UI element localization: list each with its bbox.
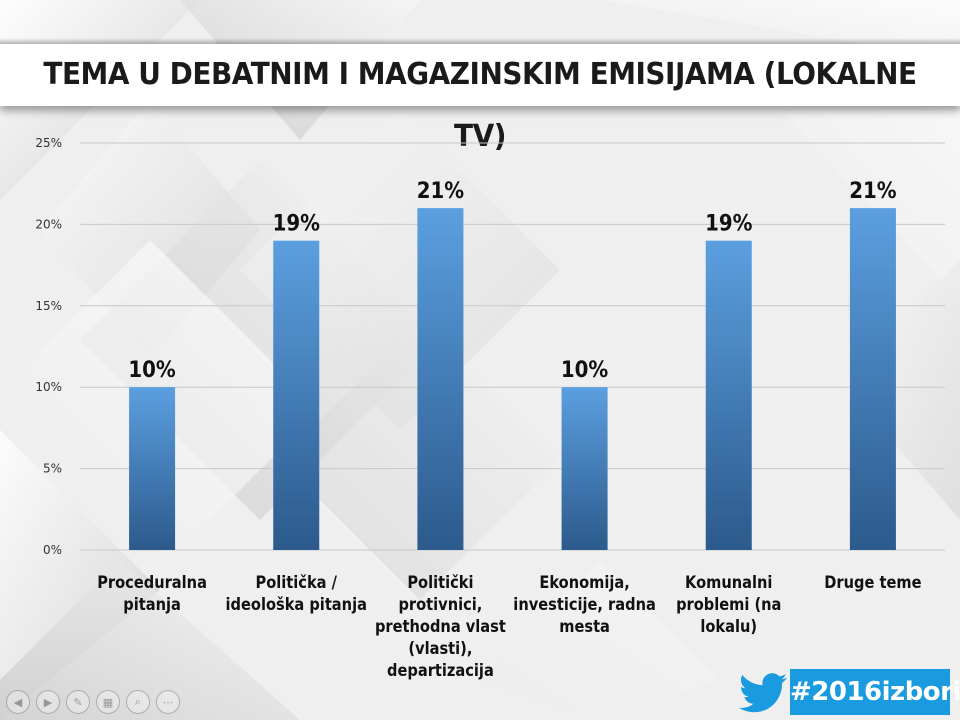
brand-badge: #2016izbori — [730, 669, 960, 715]
x-category-label: Druge teme — [824, 572, 921, 592]
x-category-label: pitanja — [123, 594, 181, 614]
y-tick-label: 0% — [43, 543, 62, 557]
x-category-label: Politička / — [256, 572, 338, 592]
x-category-label: mesta — [559, 616, 610, 636]
data-label: 19% — [273, 211, 320, 236]
data-label: 10% — [561, 357, 608, 382]
x-category-label: (vlasti), — [408, 638, 472, 658]
chart-title: TEMA U DEBATNIM I MAGAZINSKIM EMISIJAMA … — [43, 57, 917, 154]
bar — [849, 208, 896, 550]
prev-icon[interactable]: ◀ — [6, 690, 30, 714]
x-category-label: Proceduralna — [97, 572, 207, 592]
bar — [273, 240, 320, 550]
x-category-label: departizacija — [387, 660, 494, 680]
slides-icon[interactable]: ▦ — [96, 690, 120, 714]
title-bar: TEMA U DEBATNIM I MAGAZINSKIM EMISIJAMA … — [0, 38, 960, 154]
x-category-label: Komunalni — [685, 572, 772, 592]
data-label: 10% — [128, 357, 175, 382]
data-label: 19% — [705, 211, 752, 236]
x-category-label: Ekonomija, — [539, 572, 629, 592]
next-icon[interactable]: ▶ — [36, 690, 60, 714]
pen-icon[interactable]: ✎ — [66, 690, 90, 714]
x-category-label: ideološka pitanja — [226, 594, 367, 614]
x-category-label: problemi (na — [676, 594, 781, 614]
twitter-bird-icon — [739, 673, 787, 713]
bar — [129, 387, 176, 550]
x-category-label: protivnici, — [398, 594, 482, 614]
x-category-label: lokalu) — [700, 616, 757, 636]
more-icon[interactable]: ⋯ — [156, 690, 180, 714]
data-label: 21% — [849, 178, 896, 203]
bar — [417, 208, 464, 550]
data-label: 21% — [417, 178, 464, 203]
zoom-icon[interactable]: ⌕ — [126, 690, 150, 714]
y-tick-label: 5% — [43, 462, 62, 476]
y-tick-label: 15% — [35, 299, 62, 313]
slide-navigation: ◀ ▶ ✎ ▦ ⌕ ⋯ — [6, 690, 180, 716]
x-category-label: Politički — [407, 572, 473, 592]
y-tick-label: 10% — [35, 380, 62, 394]
bar — [561, 387, 608, 550]
y-tick-label: 20% — [35, 217, 62, 231]
y-tick-label: 25% — [35, 136, 62, 150]
bar — [705, 240, 752, 550]
x-category-label: investicije, radna — [513, 594, 656, 614]
x-category-label: prethodna vlast — [375, 616, 506, 636]
hashtag-badge: #2016izbori — [790, 669, 960, 715]
